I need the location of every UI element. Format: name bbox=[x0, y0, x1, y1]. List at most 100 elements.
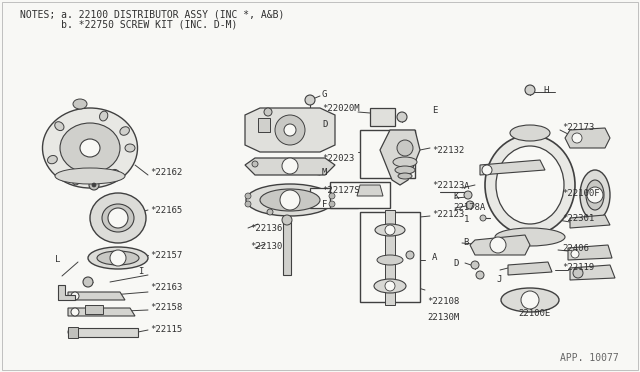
Circle shape bbox=[572, 133, 582, 143]
Circle shape bbox=[275, 115, 305, 145]
Polygon shape bbox=[570, 215, 610, 228]
Text: *22158: *22158 bbox=[150, 304, 182, 312]
Text: K: K bbox=[453, 192, 458, 201]
Ellipse shape bbox=[102, 204, 134, 232]
Bar bbox=[283, 220, 291, 275]
Bar bbox=[68, 327, 78, 338]
Text: *22100F: *22100F bbox=[562, 189, 600, 198]
Text: A: A bbox=[464, 182, 469, 190]
Polygon shape bbox=[480, 160, 545, 175]
Text: *22165: *22165 bbox=[150, 205, 182, 215]
Text: *22136: *22136 bbox=[250, 224, 282, 232]
Text: J: J bbox=[496, 276, 501, 285]
Circle shape bbox=[71, 292, 79, 300]
Bar bbox=[370, 108, 395, 126]
Circle shape bbox=[525, 85, 535, 95]
Circle shape bbox=[284, 124, 296, 136]
Ellipse shape bbox=[398, 173, 412, 179]
Ellipse shape bbox=[501, 288, 559, 312]
Ellipse shape bbox=[395, 166, 415, 174]
Circle shape bbox=[385, 281, 395, 291]
Text: *22162: *22162 bbox=[150, 167, 182, 176]
Ellipse shape bbox=[495, 228, 565, 246]
Text: *22123: *22123 bbox=[432, 180, 464, 189]
Text: A: A bbox=[432, 253, 437, 263]
Ellipse shape bbox=[60, 123, 120, 173]
Circle shape bbox=[71, 308, 79, 316]
Text: 22406: 22406 bbox=[562, 244, 589, 253]
Polygon shape bbox=[570, 265, 615, 280]
Circle shape bbox=[480, 215, 486, 221]
Text: M: M bbox=[322, 167, 328, 176]
Bar bbox=[258, 118, 270, 132]
Circle shape bbox=[482, 165, 492, 175]
Circle shape bbox=[68, 328, 76, 336]
Circle shape bbox=[305, 95, 315, 105]
Circle shape bbox=[264, 108, 272, 116]
Text: D: D bbox=[453, 259, 458, 267]
Circle shape bbox=[282, 215, 292, 225]
Circle shape bbox=[471, 261, 479, 269]
Circle shape bbox=[521, 291, 539, 309]
Ellipse shape bbox=[55, 122, 64, 131]
Ellipse shape bbox=[393, 157, 417, 167]
Polygon shape bbox=[357, 185, 383, 196]
Polygon shape bbox=[568, 245, 612, 260]
Text: G: G bbox=[322, 90, 328, 99]
Circle shape bbox=[329, 193, 335, 199]
Circle shape bbox=[83, 277, 93, 287]
Ellipse shape bbox=[586, 180, 604, 210]
Text: 22178A: 22178A bbox=[453, 202, 485, 212]
Ellipse shape bbox=[510, 125, 550, 141]
Text: H: H bbox=[543, 86, 548, 94]
Circle shape bbox=[108, 208, 128, 228]
Circle shape bbox=[245, 201, 251, 207]
Ellipse shape bbox=[90, 193, 146, 243]
Polygon shape bbox=[245, 108, 335, 152]
Text: *22130: *22130 bbox=[250, 241, 282, 250]
Ellipse shape bbox=[80, 139, 100, 157]
Text: *22115: *22115 bbox=[150, 326, 182, 334]
Text: I: I bbox=[138, 267, 143, 276]
Circle shape bbox=[280, 190, 300, 210]
Bar bbox=[330, 182, 390, 208]
Ellipse shape bbox=[377, 255, 403, 265]
Text: F: F bbox=[322, 199, 328, 208]
Text: 1: 1 bbox=[464, 215, 469, 224]
Circle shape bbox=[587, 187, 603, 203]
Circle shape bbox=[89, 180, 99, 190]
Text: *22119: *22119 bbox=[562, 263, 595, 273]
Circle shape bbox=[466, 201, 474, 209]
Polygon shape bbox=[565, 128, 610, 148]
Bar bbox=[310, 188, 358, 208]
Text: *22173: *22173 bbox=[562, 122, 595, 131]
Circle shape bbox=[282, 158, 298, 174]
Ellipse shape bbox=[72, 175, 81, 185]
Text: *22163: *22163 bbox=[150, 283, 182, 292]
Bar bbox=[68, 328, 138, 337]
Ellipse shape bbox=[100, 111, 108, 121]
Text: *22301: *22301 bbox=[562, 214, 595, 222]
Circle shape bbox=[464, 191, 472, 199]
Circle shape bbox=[245, 193, 251, 199]
Polygon shape bbox=[68, 308, 135, 316]
Text: *22132: *22132 bbox=[432, 145, 464, 154]
Text: *22108: *22108 bbox=[427, 298, 460, 307]
Ellipse shape bbox=[496, 146, 564, 224]
Text: 22100E: 22100E bbox=[518, 310, 550, 318]
Text: b. *22750 SCREW KIT (INC. D-M): b. *22750 SCREW KIT (INC. D-M) bbox=[20, 19, 237, 29]
Ellipse shape bbox=[125, 144, 135, 152]
Polygon shape bbox=[508, 262, 552, 275]
Circle shape bbox=[252, 161, 258, 167]
Bar bbox=[360, 212, 420, 302]
Ellipse shape bbox=[88, 247, 148, 269]
Text: *22023: *22023 bbox=[322, 154, 355, 163]
Ellipse shape bbox=[260, 189, 320, 211]
Circle shape bbox=[476, 271, 484, 279]
Ellipse shape bbox=[120, 127, 129, 135]
Text: E: E bbox=[432, 106, 437, 115]
Polygon shape bbox=[68, 292, 125, 300]
Text: *22123: *22123 bbox=[432, 209, 464, 218]
Polygon shape bbox=[58, 285, 75, 300]
Circle shape bbox=[490, 237, 506, 253]
